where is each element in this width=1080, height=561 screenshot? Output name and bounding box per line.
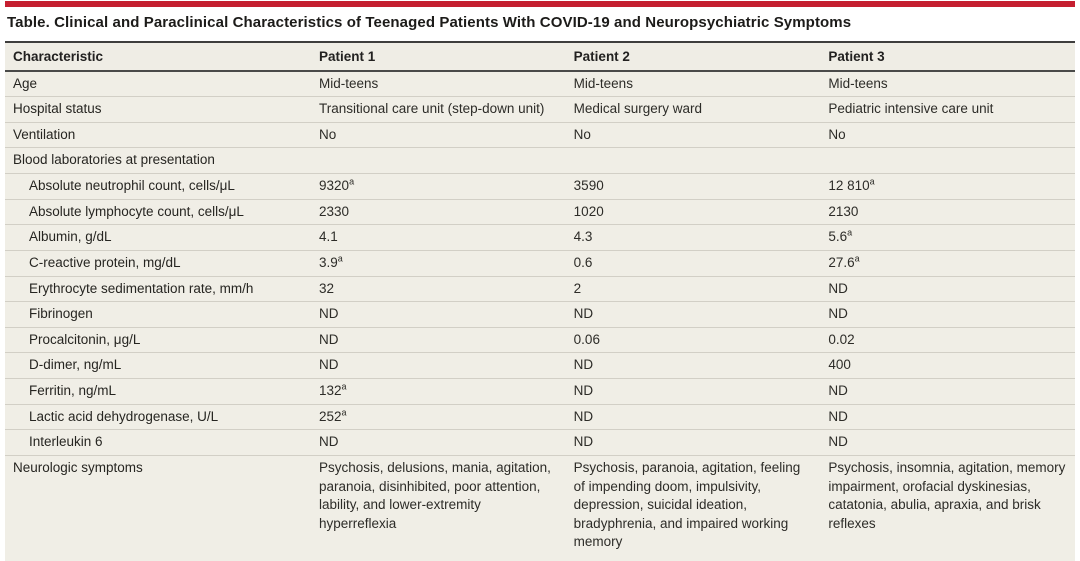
- patient-1-value-cell: 9320a: [311, 173, 566, 200]
- patient-2-value-cell: ND: [565, 301, 821, 328]
- characteristic-cell: Blood laboratories at presentation: [5, 147, 312, 175]
- patient-3-value-cell: ND: [820, 276, 1075, 303]
- patient-3-value-cell: 2130: [820, 199, 1075, 226]
- patient-3-value-cell: [820, 147, 1075, 175]
- patient-2-value-cell: 1020: [565, 199, 821, 226]
- col-header-patient-1: Patient 1: [311, 42, 566, 72]
- characteristic-cell: Absolute lymphocyte count, cells/μL: [5, 199, 312, 226]
- patient-2-value-cell: 0.06: [565, 327, 821, 354]
- patient-2-value-cell: Psychosis, paranoia, agitation, feeling …: [565, 455, 821, 561]
- characteristic-cell: D-dimer, ng/mL: [5, 352, 312, 380]
- footnote-marker: a: [349, 176, 355, 187]
- table-row: Interleukin 6 ND ND ND: [5, 429, 1075, 456]
- patient-3-value-cell: No: [820, 122, 1075, 149]
- footnote-marker: a: [854, 253, 860, 264]
- patient-2-value-cell: ND: [565, 429, 821, 456]
- patient-3-value-cell: 27.6a: [820, 250, 1075, 277]
- table-row: Age Mid-teens Mid-teens Mid-teens: [5, 70, 1075, 98]
- patient-1-value-cell: 4.1: [311, 224, 566, 251]
- footnote-marker: a: [337, 253, 343, 264]
- footnote-marker: a: [341, 381, 347, 392]
- patient-2-value-cell: No: [565, 122, 821, 149]
- table-row: Absolute neutrophil count, cells/μL 9320…: [5, 173, 1075, 200]
- patient-3-value-cell: ND: [820, 378, 1075, 405]
- patient-1-value-cell: Transitional care unit (step-down unit): [311, 96, 566, 123]
- table-row: Blood laboratories at presentation: [5, 147, 1075, 175]
- patient-2-value-cell: ND: [565, 378, 821, 405]
- table-row: C-reactive protein, mg/dL 3.9a 0.6 27.6a: [5, 250, 1075, 277]
- patient-2-value-cell: 0.6: [565, 250, 821, 277]
- patient-2-value-cell: 4.3: [565, 224, 821, 251]
- table-row: D-dimer, ng/mL ND ND 400: [5, 352, 1075, 380]
- table-row: Albumin, g/dL 4.1 4.3 5.6a: [5, 224, 1075, 251]
- patient-3-value-cell: 0.02: [820, 327, 1075, 354]
- patient-1-value-cell: Mid-teens: [311, 70, 566, 98]
- characteristic-cell: Hospital status: [5, 96, 312, 123]
- accent-bar: [5, 1, 1075, 7]
- patient-2-value-cell: 3590: [565, 173, 821, 200]
- patient-3-value-cell: ND: [820, 429, 1075, 456]
- patient-3-value-cell: Pediatric intensive care unit: [820, 96, 1075, 123]
- table-row: Procalcitonin, μg/L ND 0.06 0.02: [5, 327, 1075, 354]
- patient-1-value-cell: ND: [311, 429, 566, 456]
- patient-1-value-cell: ND: [311, 301, 566, 328]
- footnote-marker: a: [847, 227, 853, 238]
- patient-3-value-cell: ND: [820, 301, 1075, 328]
- patient-3-value-cell: 5.6a: [820, 224, 1075, 251]
- patient-3-value-cell: Mid-teens: [820, 70, 1075, 98]
- patient-1-value-cell: 3.9a: [311, 250, 566, 277]
- table-row: Lactic acid dehydrogenase, U/L 252a ND N…: [5, 404, 1075, 431]
- header-row: Characteristic Patient 1 Patient 2 Patie…: [5, 42, 1075, 72]
- patient-2-value-cell: Mid-teens: [565, 70, 821, 98]
- patient-3-value-cell: 400: [820, 352, 1075, 380]
- characteristic-cell: Erythrocyte sedimentation rate, mm/h: [5, 276, 312, 303]
- col-header-patient-2: Patient 2: [565, 42, 821, 72]
- characteristic-cell: C-reactive protein, mg/dL: [5, 250, 312, 277]
- patient-1-value-cell: No: [311, 122, 566, 149]
- footnote-marker: a: [869, 176, 875, 187]
- table-row: Fibrinogen ND ND ND: [5, 301, 1075, 328]
- characteristic-cell: Interleukin 6: [5, 429, 312, 456]
- patient-3-value-cell: 12 810a: [820, 173, 1075, 200]
- patient-1-value-cell: 132a: [311, 378, 566, 405]
- table-row: Hospital status Transitional care unit (…: [5, 96, 1075, 123]
- table-title: Table. Clinical and Paraclinical Charact…: [7, 14, 852, 31]
- table-row: Absolute lymphocyte count, cells/μL 2330…: [5, 199, 1075, 226]
- patient-1-value-cell: ND: [311, 352, 566, 380]
- patient-1-value-cell: 2330: [311, 199, 566, 226]
- characteristic-cell: Age: [5, 70, 312, 98]
- patient-3-value-cell: ND: [820, 404, 1075, 431]
- table-row: Erythrocyte sedimentation rate, mm/h 32 …: [5, 276, 1075, 303]
- patient-2-value-cell: ND: [565, 352, 821, 380]
- patient-2-value-cell: [565, 147, 821, 175]
- characteristic-cell: Ferritin, ng/mL: [5, 378, 312, 405]
- characteristic-cell: Ventilation: [5, 122, 312, 149]
- table-row: Ferritin, ng/mL 132a ND ND: [5, 378, 1075, 405]
- patient-1-value-cell: 32: [311, 276, 566, 303]
- table-body: Age Mid-teens Mid-teens Mid-teens Hospit…: [5, 70, 1075, 561]
- characteristic-cell: Fibrinogen: [5, 301, 312, 328]
- patient-1-value-cell: Psychosis, delusions, mania, agitation, …: [311, 455, 566, 561]
- patient-1-value-cell: [311, 147, 566, 175]
- characteristic-cell: Neurologic symptoms: [5, 455, 312, 561]
- patient-1-value-cell: ND: [311, 327, 566, 354]
- col-header-characteristic: Characteristic: [5, 42, 312, 72]
- characteristic-cell: Albumin, g/dL: [5, 224, 312, 251]
- footnote-marker: a: [341, 407, 347, 418]
- characteristics-table: Characteristic Patient 1 Patient 2 Patie…: [5, 41, 1075, 561]
- table-row: Neurologic symptoms Psychosis, delusions…: [5, 455, 1075, 561]
- patient-3-value-cell: Psychosis, insomnia, agitation, memory i…: [820, 455, 1075, 561]
- characteristic-cell: Absolute neutrophil count, cells/μL: [5, 173, 312, 200]
- patient-2-value-cell: Medical surgery ward: [565, 96, 821, 123]
- patient-2-value-cell: ND: [565, 404, 821, 431]
- characteristic-cell: Lactic acid dehydrogenase, U/L: [5, 404, 312, 431]
- patient-2-value-cell: 2: [565, 276, 821, 303]
- characteristic-cell: Procalcitonin, μg/L: [5, 327, 312, 354]
- col-header-patient-3: Patient 3: [820, 42, 1075, 72]
- table-row: Ventilation No No No: [5, 122, 1075, 149]
- patient-1-value-cell: 252a: [311, 404, 566, 431]
